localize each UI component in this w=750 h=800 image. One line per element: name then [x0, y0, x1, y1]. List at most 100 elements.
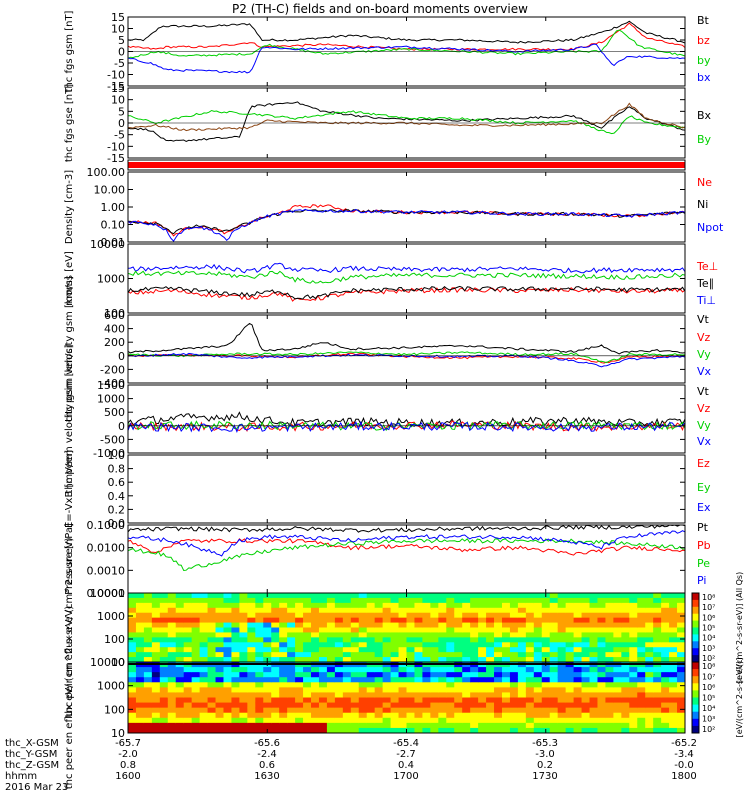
spectrogram-cell	[677, 602, 685, 609]
spectrogram-cell	[533, 727, 543, 733]
spectrogram-cell	[446, 672, 455, 678]
footer-row-label: hhmm	[5, 771, 37, 782]
spectrogram-cell	[454, 707, 463, 714]
spectrogram-cell	[223, 652, 233, 658]
legend-entry: Ni	[697, 198, 708, 211]
y-tick-label: 400	[104, 323, 125, 336]
spectrogram-cell	[621, 602, 630, 609]
spectrogram-cell	[470, 687, 479, 694]
spectrogram-cell	[414, 647, 424, 653]
spectrogram-cell	[533, 667, 543, 673]
spectrogram-cell	[382, 597, 392, 604]
spectrogram-cell	[279, 607, 288, 614]
spectrogram-cell	[557, 637, 567, 643]
legend-entry: Vt	[697, 385, 710, 398]
spectrogram-cell	[231, 702, 240, 709]
spectrogram-cell	[287, 627, 296, 634]
spectrogram-cell	[669, 657, 678, 662]
colorbar-frame	[691, 661, 700, 734]
spectrogram-cell	[358, 712, 368, 719]
spectrogram-cell	[342, 677, 352, 683]
spectrogram-cell	[446, 707, 455, 714]
spectrogram-cell	[143, 687, 153, 694]
spectrogram-cell	[231, 682, 240, 688]
spectrogram-cell	[605, 682, 614, 688]
spectrogram-cell	[613, 597, 622, 604]
spectrogram-cell	[326, 617, 336, 624]
spectrogram-cell	[398, 617, 408, 624]
spectrogram-cell	[517, 672, 527, 678]
spectrogram-cell	[605, 652, 614, 658]
spectrogram-cell	[199, 687, 209, 694]
spectrogram-cell	[215, 677, 225, 683]
spectrogram-cell	[398, 612, 408, 619]
spectrogram-cell	[295, 602, 304, 609]
spectrogram-cell	[223, 682, 233, 688]
colorbar-tick-label: 10²	[702, 725, 715, 734]
spectrogram-cell	[509, 717, 519, 724]
spectrogram-cell	[382, 652, 392, 658]
spectrogram-cell	[135, 717, 145, 724]
spectrogram-cell	[398, 697, 408, 704]
spectrogram-cell	[557, 672, 567, 678]
spectrogram-cell	[159, 677, 169, 683]
spectrogram-cell	[486, 642, 495, 648]
spectrogram-cell	[557, 727, 567, 733]
spectrogram-cell	[509, 642, 519, 648]
spectrogram-cell	[342, 607, 352, 614]
spectrogram-cell	[478, 672, 487, 678]
spectrogram-cell	[406, 682, 416, 688]
spectrogram-cell	[318, 727, 328, 733]
spectrogram-cell	[271, 687, 280, 694]
spectrogram-cell	[231, 707, 240, 714]
spectrogram-cell	[390, 652, 400, 658]
spectrogram-cell	[446, 677, 455, 683]
spectrogram-cell	[565, 722, 575, 729]
spectrogram-cell	[398, 593, 408, 599]
spectrogram-cell	[358, 672, 368, 678]
spectrogram-cell	[215, 627, 225, 634]
spectrogram-cell	[318, 682, 328, 688]
spectrogram-cell	[541, 597, 551, 604]
y-tick-label: 1000	[97, 610, 125, 623]
spectrogram-cell	[645, 702, 654, 709]
spectrogram-cell	[430, 657, 439, 662]
spectrogram-cell	[573, 712, 583, 719]
spectrogram-cell	[438, 672, 447, 678]
spectrogram-cell	[597, 687, 607, 694]
spectrogram-cell	[573, 682, 583, 688]
spectrogram-cell	[366, 682, 376, 688]
spectrogram-cell	[621, 627, 630, 634]
spectrogram-cell	[470, 692, 479, 699]
spectrogram-cell	[271, 667, 280, 673]
spectrogram-cell	[263, 692, 272, 699]
spectrogram-cell	[143, 607, 153, 614]
spectrogram-cell	[231, 677, 240, 683]
spectrogram-cell	[311, 677, 320, 683]
spectrogram-cell	[175, 727, 185, 733]
spectrogram-cell	[318, 593, 328, 599]
spectrogram-cell	[183, 692, 193, 699]
spectrogram-cell	[358, 717, 368, 724]
spectrogram-cell	[406, 617, 416, 624]
spectrogram-cell	[382, 657, 392, 662]
spectrogram-cell	[661, 682, 670, 688]
spectrogram-cell	[303, 727, 312, 733]
spectrogram-cell	[438, 677, 447, 683]
y-tick-label: 0.2	[108, 503, 126, 516]
spectrogram-cell	[438, 727, 447, 733]
spectrogram-cell	[342, 602, 352, 609]
spectrogram-cell	[621, 717, 630, 724]
footer-value: 1630	[254, 771, 279, 782]
spectrogram-cell	[374, 632, 384, 638]
spectrogram-cell	[167, 622, 177, 629]
spectrogram-cell	[517, 692, 527, 699]
spectrogram-cell	[533, 642, 543, 648]
colorbar-segment	[692, 669, 699, 677]
spectrogram-cell	[398, 597, 408, 604]
spectrogram-cell	[597, 722, 607, 729]
spectrogram-cell	[406, 627, 416, 634]
spectrogram-cell	[342, 672, 352, 678]
spectrogram-cell	[653, 712, 662, 719]
spectrogram-cell	[143, 617, 153, 624]
